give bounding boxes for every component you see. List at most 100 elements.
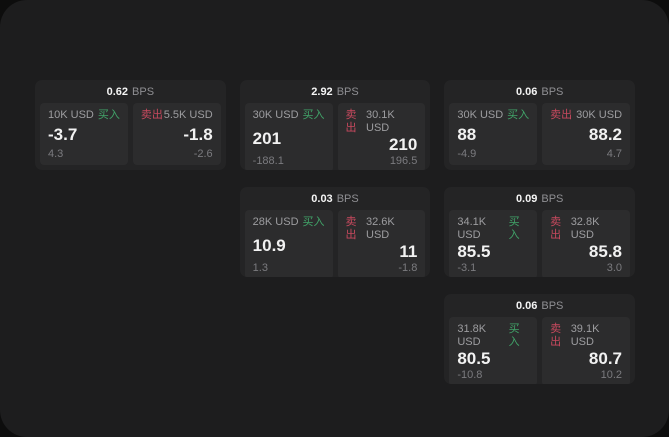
buy-delta: -4.9 [457, 148, 477, 160]
buy-delta: 4.3 [48, 148, 64, 160]
buy-panel[interactable]: 31.8K USD 买入 80.5 -10.8 [449, 317, 538, 384]
card-body: 34.1K USD 买入 85.5 -3.1 卖出 32.8K USD 85.8… [444, 210, 635, 277]
sell-panel[interactable]: 卖出 32.6K USD 11 -1.8 [337, 210, 426, 277]
buy-price: 88 [457, 125, 477, 144]
card-header: 0.06 BPS [444, 294, 635, 317]
buy-amount: 28K USD [252, 216, 299, 228]
buy-amount: 31.8K USD [457, 323, 487, 348]
card-header: 0.03 BPS [240, 187, 431, 210]
buy-price: 10.9 [252, 235, 286, 255]
bps-unit-label: BPS [132, 85, 155, 98]
quote-card: 0.03 BPS 28K USD 买入 10.9 1.3 卖出 32.6K US… [239, 187, 431, 277]
bps-unit-label: BPS [336, 85, 359, 98]
sell-panel-header: 卖出 30K USD [550, 109, 622, 122]
buy-label: 买入 [302, 216, 325, 228]
sell-label: 卖出 [345, 109, 357, 134]
buy-panel[interactable]: 28K USD 买入 10.9 1.3 [244, 210, 333, 277]
buy-panel-header: 30K USD 买入 [253, 109, 325, 122]
sell-delta: 10.2 [600, 369, 623, 381]
buy-price: 201 [252, 128, 282, 148]
bps-unit-label: BPS [541, 192, 564, 205]
bps-unit-label: BPS [541, 85, 564, 98]
buy-delta: -3.1 [457, 262, 477, 274]
sell-delta: 4.7 [606, 148, 623, 160]
buy-label: 买入 [302, 109, 325, 121]
sell-panel[interactable]: 卖出 39.1K USD 80.7 10.2 [542, 317, 631, 384]
sell-panel[interactable]: 卖出 30K USD 88.2 4.7 [542, 103, 631, 165]
bps-value: 0.62 [106, 85, 129, 98]
buy-panel[interactable]: 30K USD 买入 201 -188.1 [244, 103, 333, 170]
sell-label: 卖出 [345, 216, 357, 241]
buy-panel-header: 30K USD 买入 [457, 109, 529, 122]
sell-label: 卖出 [550, 216, 562, 241]
sell-price: -1.8 [183, 125, 213, 144]
sell-label: 卖出 [550, 323, 562, 348]
cards-grid: 0.62 BPS 10K USD 买入 -3.7 4.3 卖出 5.5K USD… [35, 80, 635, 384]
card-header: 0.62 BPS [35, 80, 226, 103]
buy-panel-header: 34.1K USD 买入 [457, 216, 529, 242]
buy-panel[interactable]: 30K USD 买入 88 -4.9 [449, 103, 538, 165]
buy-delta: -10.8 [457, 369, 483, 381]
buy-delta: 1.3 [252, 262, 268, 274]
card-body: 28K USD 买入 10.9 1.3 卖出 32.6K USD 11 -1.8 [240, 210, 431, 277]
sell-price: 11 [399, 242, 418, 261]
sell-price: 85.8 [588, 242, 623, 261]
card-body: 31.8K USD 买入 80.5 -10.8 卖出 39.1K USD 80.… [444, 317, 635, 384]
buy-price: -3.7 [48, 125, 78, 144]
buy-panel-header: 10K USD 买入 [48, 109, 120, 122]
sell-panel-header: 卖出 32.6K USD [346, 216, 418, 242]
sell-panel[interactable]: 卖出 32.8K USD 85.8 3.0 [542, 210, 631, 277]
quote-card: 0.06 BPS 30K USD 买入 88 -4.9 卖出 30K USD 8… [444, 80, 635, 170]
card-header: 0.06 BPS [444, 80, 635, 103]
sell-amount: 30.1K USD [366, 109, 395, 134]
sell-label: 卖出 [550, 109, 573, 121]
buy-panel[interactable]: 10K USD 买入 -3.7 4.3 [40, 103, 128, 165]
bps-unit-label: BPS [541, 299, 564, 312]
sell-amount: 39.1K USD [570, 323, 600, 348]
sell-amount: 30K USD [576, 109, 623, 121]
buy-price: 85.5 [457, 242, 491, 261]
buy-price: 80.5 [457, 349, 491, 368]
sell-amount: 5.5K USD [163, 109, 213, 121]
card-body: 10K USD 买入 -3.7 4.3 卖出 5.5K USD -1.8 -2.… [35, 103, 226, 170]
sell-amount: 32.8K USD [570, 216, 600, 241]
card-body: 30K USD 买入 201 -188.1 卖出 30.1K USD 210 1… [240, 103, 431, 170]
quote-card: 0.06 BPS 31.8K USD 买入 80.5 -10.8 卖出 39.1… [444, 294, 635, 384]
sell-amount: 32.6K USD [366, 216, 395, 241]
quote-card: 0.62 BPS 10K USD 买入 -3.7 4.3 卖出 5.5K USD… [35, 80, 226, 170]
buy-amount: 34.1K USD [457, 216, 487, 241]
quote-card: 2.92 BPS 30K USD 买入 201 -188.1 卖出 30.1K … [239, 80, 431, 170]
sell-panel-header: 卖出 5.5K USD [141, 109, 213, 122]
buy-amount: 30K USD [252, 109, 299, 121]
buy-label: 买入 [508, 216, 520, 241]
sell-delta: -2.6 [193, 148, 213, 160]
sell-panel-header: 卖出 30.1K USD [346, 109, 418, 135]
quote-card: 0.09 BPS 34.1K USD 买入 85.5 -3.1 卖出 32.8K… [444, 187, 635, 277]
sell-panel[interactable]: 卖出 5.5K USD -1.8 -2.6 [132, 103, 221, 165]
buy-panel-header: 31.8K USD 买入 [457, 323, 529, 349]
buy-label: 买入 [508, 323, 520, 348]
sell-label: 卖出 [140, 109, 163, 121]
bps-value: 0.06 [515, 299, 538, 312]
buy-amount: 30K USD [457, 109, 504, 121]
buy-delta: -188.1 [252, 155, 284, 167]
buy-amount: 10K USD [48, 109, 94, 121]
sell-delta: 196.5 [389, 155, 418, 167]
sell-panel-header: 卖出 32.8K USD [550, 216, 622, 242]
sell-panel[interactable]: 卖出 30.1K USD 210 196.5 [337, 103, 426, 170]
card-header: 2.92 BPS [240, 80, 431, 103]
bps-value: 0.06 [515, 85, 538, 98]
buy-label: 买入 [507, 109, 530, 121]
card-header: 0.09 BPS [444, 187, 635, 210]
sell-panel-header: 卖出 39.1K USD [550, 323, 622, 349]
buy-panel[interactable]: 34.1K USD 买入 85.5 -3.1 [449, 210, 538, 277]
bps-value: 0.09 [515, 192, 538, 205]
bps-value: 0.03 [311, 192, 333, 205]
sell-price: 80.7 [588, 349, 623, 368]
sell-price: 88.2 [588, 125, 623, 144]
sell-price: 210 [388, 135, 418, 154]
buy-label: 买入 [97, 109, 120, 121]
buy-panel-header: 28K USD 买入 [253, 216, 325, 229]
